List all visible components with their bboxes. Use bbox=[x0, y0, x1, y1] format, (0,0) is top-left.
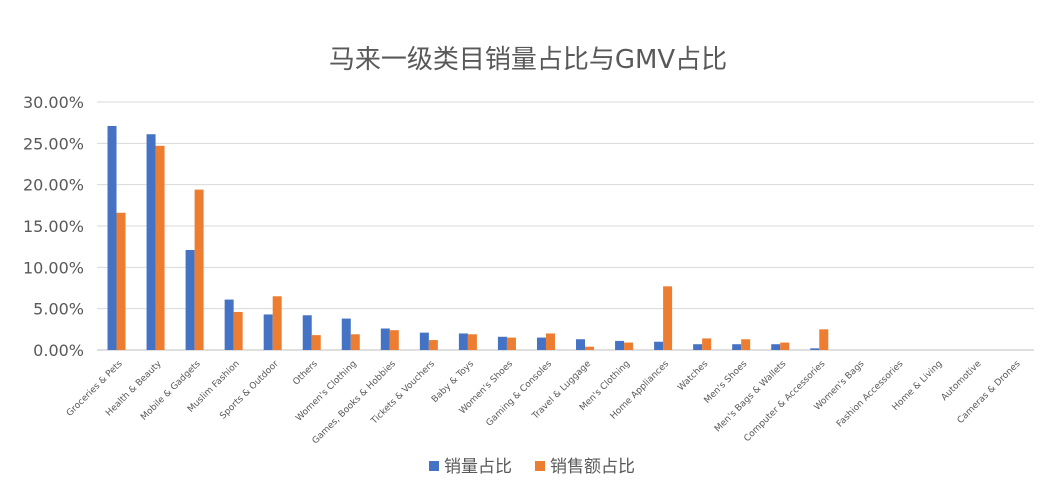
bar-sales-amount bbox=[155, 145, 165, 350]
bar-sales-volume bbox=[693, 344, 703, 350]
bar-sales-volume bbox=[419, 332, 429, 350]
x-tick-label: Tickets & Vouchers bbox=[369, 359, 437, 427]
bar-sales-volume bbox=[615, 340, 625, 350]
legend-label: 销量占比 bbox=[444, 457, 512, 477]
legend: 销量占比 销售额占比 bbox=[429, 457, 635, 477]
bar-sales-amount bbox=[350, 334, 360, 350]
y-tick-label: 10.00% bbox=[23, 258, 84, 277]
bar-sales-volume bbox=[536, 337, 546, 350]
bar-sales-amount bbox=[311, 335, 321, 350]
bar-sales-volume bbox=[146, 134, 156, 350]
y-tick-label: 0.00% bbox=[33, 341, 84, 360]
bar-sales-volume bbox=[185, 249, 195, 350]
bars bbox=[107, 125, 829, 351]
bar-sales-volume bbox=[810, 348, 820, 350]
bar-sales-volume bbox=[107, 125, 117, 351]
legend-swatch bbox=[535, 461, 545, 471]
legend-label: 销售额占比 bbox=[550, 457, 635, 477]
bar-sales-amount bbox=[233, 311, 243, 350]
y-tick-label: 5.00% bbox=[33, 300, 84, 319]
bar-sales-amount bbox=[506, 337, 516, 350]
bar-sales-volume bbox=[302, 315, 312, 350]
bar-sales-volume bbox=[732, 344, 742, 350]
bar-sales-volume bbox=[771, 344, 781, 350]
y-tick-label: 15.00% bbox=[23, 217, 84, 236]
y-axis-ticks: 0.00% 5.00% 10.00% 15.00% 20.00% 25.00% 30.00% bbox=[23, 93, 84, 360]
bar-sales-amount bbox=[741, 339, 751, 350]
gridlines bbox=[97, 101, 1034, 351]
bar-sales-volume bbox=[576, 339, 586, 350]
x-tick-label: Computer & Accessories bbox=[742, 359, 827, 444]
bar-sales-volume bbox=[654, 341, 664, 350]
bar-sales-amount bbox=[663, 286, 673, 350]
x-tick-label: Gaming & Consoles bbox=[485, 359, 555, 429]
bar-sales-volume bbox=[263, 314, 273, 350]
bar-sales-amount bbox=[780, 342, 790, 350]
chart-title: 马来一级类目销量占比与GMV占比 bbox=[329, 45, 727, 75]
bar-sales-amount bbox=[116, 212, 126, 350]
bar-sales-volume bbox=[341, 318, 351, 350]
x-tick-label: Men's Bags & Wallets bbox=[713, 359, 788, 434]
bar-sales-volume bbox=[224, 299, 234, 350]
bar-sales-amount bbox=[272, 296, 282, 350]
bar-sales-amount bbox=[819, 329, 829, 350]
bar-sales-amount bbox=[428, 340, 438, 350]
x-tick-label: Others bbox=[291, 359, 320, 388]
bar-sales-amount bbox=[545, 333, 555, 350]
y-tick-label: 25.00% bbox=[23, 134, 84, 153]
y-tick-label: 30.00% bbox=[23, 93, 84, 112]
bar-sales-amount bbox=[467, 334, 477, 350]
y-tick-label: 20.00% bbox=[23, 176, 84, 195]
bar-sales-amount bbox=[194, 189, 204, 350]
x-tick-label: Watches bbox=[676, 359, 710, 393]
legend-swatch bbox=[429, 461, 439, 471]
bar-sales-amount bbox=[702, 338, 712, 350]
x-tick-label: Fashion Accessories bbox=[835, 359, 906, 430]
bar-sales-volume bbox=[458, 333, 468, 350]
bar-sales-volume bbox=[497, 336, 507, 350]
bar-sales-volume bbox=[380, 328, 390, 350]
bar-sales-amount bbox=[585, 346, 595, 350]
bar-sales-amount bbox=[624, 342, 634, 350]
bar-sales-amount bbox=[389, 330, 399, 350]
